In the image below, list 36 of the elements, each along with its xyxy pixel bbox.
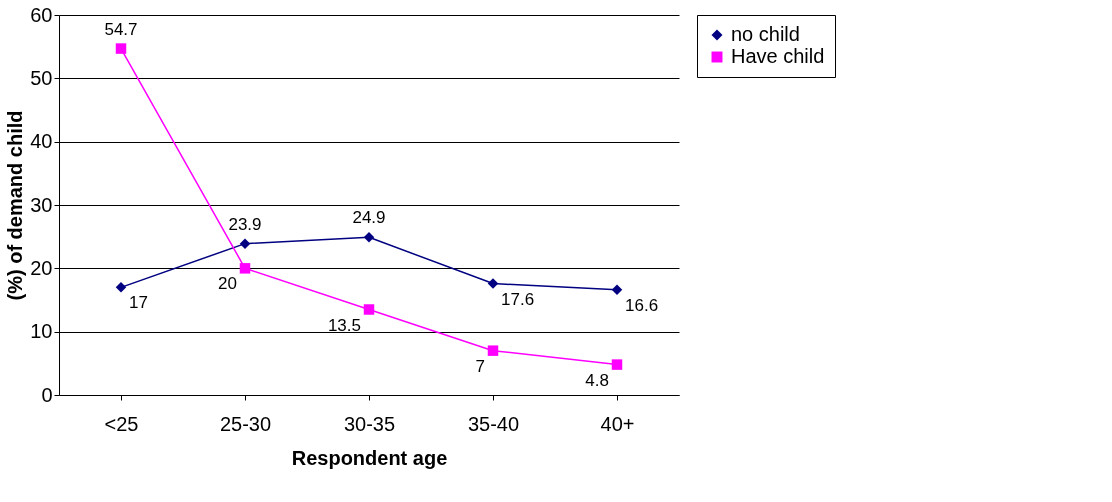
point	[239, 263, 251, 274]
y-tick-label: 60	[30, 3, 53, 26]
point	[115, 43, 127, 54]
data-label: 20	[218, 274, 237, 294]
data-label: 13.5	[327, 315, 361, 335]
data-label: 7	[475, 356, 485, 376]
y-axis-title: (%) of demand child	[4, 110, 27, 301]
x-tick-label: 35-40	[467, 412, 520, 435]
data-label: 23.9	[228, 214, 262, 234]
point	[239, 238, 251, 249]
data-label: 24.9	[352, 208, 386, 228]
x-tick-label: <25	[104, 412, 139, 435]
y-tick-label: 10	[30, 320, 53, 343]
data-label: 4.8	[585, 370, 609, 390]
x-axis-title: Respondent age	[291, 446, 448, 469]
point	[487, 278, 499, 289]
data-label: 17.6	[501, 289, 535, 309]
point	[115, 282, 127, 293]
point	[363, 232, 375, 243]
y-tick-label: 40	[30, 130, 53, 153]
point	[363, 304, 375, 315]
data-label: 16.6	[625, 295, 659, 315]
x-tick-label: 40+	[600, 412, 635, 435]
legend-label: no child	[731, 23, 800, 45]
x-tick-label: 30-35	[343, 412, 396, 435]
point	[611, 284, 623, 296]
point	[487, 345, 499, 356]
y-tick-label: 50	[30, 66, 53, 89]
y-tick-label: 0	[41, 383, 53, 406]
legend-label: Have child	[731, 45, 825, 67]
y-tick-label: 30	[30, 193, 53, 216]
data-label: 54.7	[104, 19, 138, 39]
x-tick-label: 25-30	[219, 412, 272, 435]
point	[611, 359, 623, 370]
y-tick-label: 20	[30, 256, 53, 279]
data-label: 17	[129, 293, 148, 313]
